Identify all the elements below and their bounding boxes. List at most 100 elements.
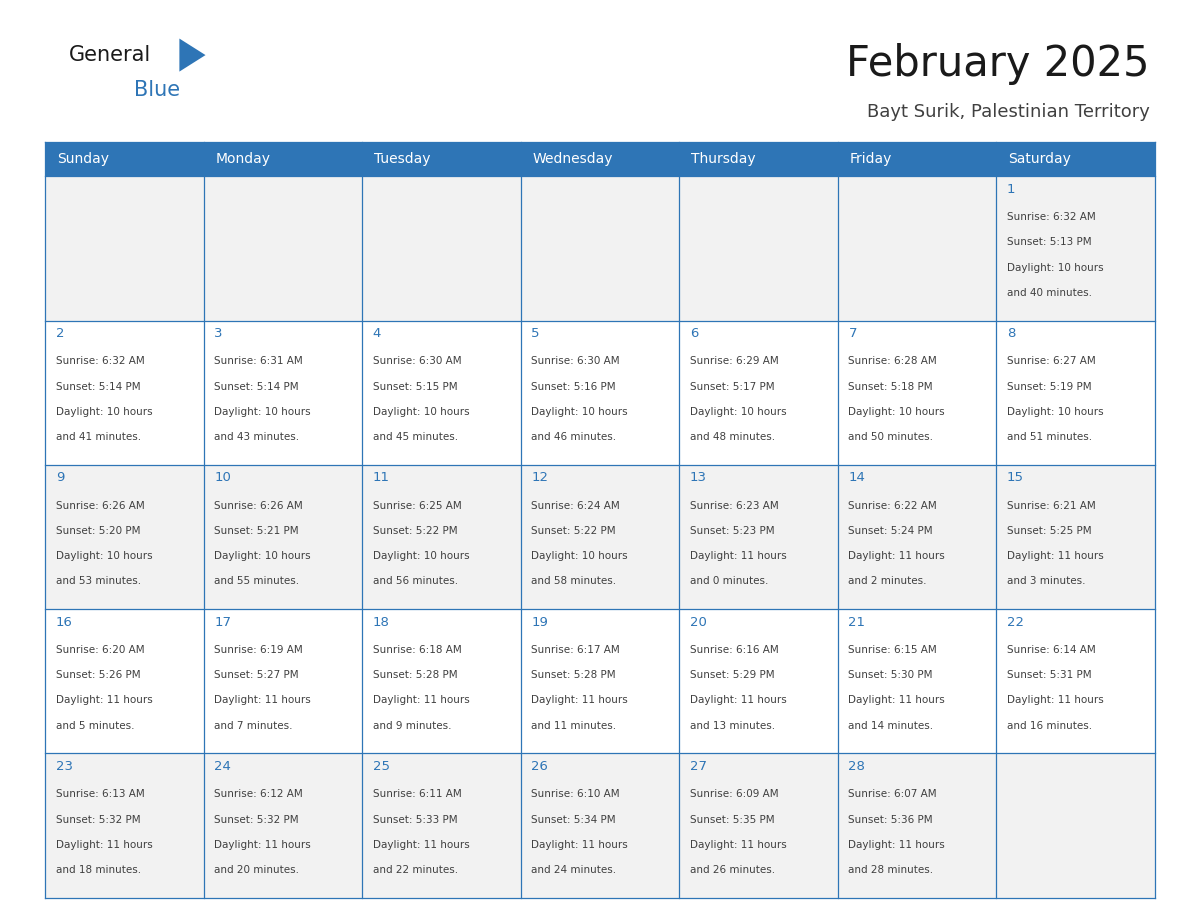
Text: Daylight: 11 hours: Daylight: 11 hours: [848, 840, 946, 850]
Text: and 53 minutes.: and 53 minutes.: [56, 577, 141, 587]
Bar: [203, 465, 362, 610]
Text: and 48 minutes.: and 48 minutes.: [690, 432, 775, 442]
Bar: [680, 320, 838, 465]
Text: Sunrise: 6:22 AM: Sunrise: 6:22 AM: [848, 500, 937, 510]
Text: Sunrise: 6:29 AM: Sunrise: 6:29 AM: [690, 356, 778, 366]
Bar: [45, 465, 203, 610]
Text: 13: 13: [690, 471, 707, 485]
Text: 20: 20: [690, 616, 707, 629]
Text: Sunday: Sunday: [57, 152, 109, 166]
Text: Sunrise: 6:14 AM: Sunrise: 6:14 AM: [1007, 645, 1095, 655]
Bar: [997, 754, 1155, 898]
Text: General: General: [69, 45, 151, 65]
Bar: [203, 176, 362, 320]
Bar: [203, 610, 362, 754]
Text: 28: 28: [848, 760, 865, 773]
Text: and 51 minutes.: and 51 minutes.: [1007, 432, 1092, 442]
Text: Daylight: 11 hours: Daylight: 11 hours: [1007, 696, 1104, 706]
Text: and 28 minutes.: and 28 minutes.: [848, 865, 934, 875]
Bar: [997, 465, 1155, 610]
Text: Daylight: 10 hours: Daylight: 10 hours: [690, 407, 786, 417]
Text: Sunrise: 6:15 AM: Sunrise: 6:15 AM: [848, 645, 937, 655]
Text: Sunset: 5:25 PM: Sunset: 5:25 PM: [1007, 526, 1092, 536]
Text: Sunset: 5:31 PM: Sunset: 5:31 PM: [1007, 670, 1092, 680]
Text: Sunset: 5:17 PM: Sunset: 5:17 PM: [690, 382, 775, 392]
Bar: [203, 754, 362, 898]
Bar: [838, 320, 997, 465]
Text: Daylight: 11 hours: Daylight: 11 hours: [56, 696, 152, 706]
Text: Sunrise: 6:18 AM: Sunrise: 6:18 AM: [373, 645, 462, 655]
Text: Daylight: 10 hours: Daylight: 10 hours: [1007, 407, 1104, 417]
Text: Sunrise: 6:28 AM: Sunrise: 6:28 AM: [848, 356, 937, 366]
Bar: [45, 754, 203, 898]
Text: Sunset: 5:35 PM: Sunset: 5:35 PM: [690, 814, 775, 824]
Text: 25: 25: [373, 760, 390, 773]
Text: 19: 19: [531, 616, 548, 629]
Text: Sunrise: 6:21 AM: Sunrise: 6:21 AM: [1007, 500, 1095, 510]
Text: Sunset: 5:27 PM: Sunset: 5:27 PM: [214, 670, 299, 680]
Text: Daylight: 11 hours: Daylight: 11 hours: [690, 840, 786, 850]
Text: and 40 minutes.: and 40 minutes.: [1007, 288, 1092, 297]
Text: 1: 1: [1007, 183, 1016, 196]
Text: 24: 24: [214, 760, 232, 773]
Text: Daylight: 10 hours: Daylight: 10 hours: [56, 407, 152, 417]
Text: Daylight: 11 hours: Daylight: 11 hours: [214, 840, 311, 850]
Text: 27: 27: [690, 760, 707, 773]
Bar: [997, 610, 1155, 754]
Text: 9: 9: [56, 471, 64, 485]
Text: Daylight: 10 hours: Daylight: 10 hours: [373, 551, 469, 561]
Text: Sunset: 5:14 PM: Sunset: 5:14 PM: [56, 382, 140, 392]
Text: Sunset: 5:18 PM: Sunset: 5:18 PM: [848, 382, 933, 392]
Text: Daylight: 10 hours: Daylight: 10 hours: [214, 551, 311, 561]
Text: and 58 minutes.: and 58 minutes.: [531, 577, 617, 587]
Bar: [362, 465, 520, 610]
Text: Sunrise: 6:17 AM: Sunrise: 6:17 AM: [531, 645, 620, 655]
Text: 22: 22: [1007, 616, 1024, 629]
Text: and 13 minutes.: and 13 minutes.: [690, 721, 775, 731]
Text: Daylight: 11 hours: Daylight: 11 hours: [531, 840, 628, 850]
Text: Sunrise: 6:12 AM: Sunrise: 6:12 AM: [214, 789, 303, 800]
Text: Sunrise: 6:23 AM: Sunrise: 6:23 AM: [690, 500, 778, 510]
Text: 11: 11: [373, 471, 390, 485]
Text: Daylight: 11 hours: Daylight: 11 hours: [690, 696, 786, 706]
Bar: [362, 754, 520, 898]
Bar: [362, 610, 520, 754]
Text: and 9 minutes.: and 9 minutes.: [373, 721, 451, 731]
Text: Sunset: 5:28 PM: Sunset: 5:28 PM: [531, 670, 617, 680]
Text: 23: 23: [56, 760, 72, 773]
Text: 14: 14: [848, 471, 865, 485]
Text: and 24 minutes.: and 24 minutes.: [531, 865, 617, 875]
Text: Daylight: 10 hours: Daylight: 10 hours: [56, 551, 152, 561]
Text: Sunset: 5:26 PM: Sunset: 5:26 PM: [56, 670, 140, 680]
Bar: [997, 320, 1155, 465]
Text: and 3 minutes.: and 3 minutes.: [1007, 577, 1086, 587]
Text: Sunset: 5:28 PM: Sunset: 5:28 PM: [373, 670, 457, 680]
Text: Sunrise: 6:20 AM: Sunrise: 6:20 AM: [56, 645, 145, 655]
Text: Daylight: 10 hours: Daylight: 10 hours: [848, 407, 944, 417]
Bar: [45, 176, 203, 320]
Text: Friday: Friday: [849, 152, 892, 166]
Text: Sunset: 5:19 PM: Sunset: 5:19 PM: [1007, 382, 1092, 392]
Text: Sunset: 5:20 PM: Sunset: 5:20 PM: [56, 526, 140, 536]
Text: 18: 18: [373, 616, 390, 629]
Text: and 41 minutes.: and 41 minutes.: [56, 432, 141, 442]
Text: Sunrise: 6:31 AM: Sunrise: 6:31 AM: [214, 356, 303, 366]
Text: Sunrise: 6:13 AM: Sunrise: 6:13 AM: [56, 789, 145, 800]
Text: Daylight: 11 hours: Daylight: 11 hours: [531, 696, 628, 706]
Text: Bayt Surik, Palestinian Territory: Bayt Surik, Palestinian Territory: [867, 103, 1150, 121]
Text: 17: 17: [214, 616, 232, 629]
Text: Sunrise: 6:30 AM: Sunrise: 6:30 AM: [373, 356, 461, 366]
Text: Sunrise: 6:07 AM: Sunrise: 6:07 AM: [848, 789, 937, 800]
Text: Thursday: Thursday: [691, 152, 756, 166]
Bar: [680, 176, 838, 320]
Text: Sunrise: 6:09 AM: Sunrise: 6:09 AM: [690, 789, 778, 800]
Bar: [838, 465, 997, 610]
Text: Sunset: 5:33 PM: Sunset: 5:33 PM: [373, 814, 457, 824]
Bar: [520, 465, 680, 610]
Text: Daylight: 10 hours: Daylight: 10 hours: [531, 551, 628, 561]
Text: and 22 minutes.: and 22 minutes.: [373, 865, 459, 875]
Text: and 16 minutes.: and 16 minutes.: [1007, 721, 1092, 731]
Text: Sunset: 5:24 PM: Sunset: 5:24 PM: [848, 526, 933, 536]
Text: Daylight: 10 hours: Daylight: 10 hours: [531, 407, 628, 417]
Bar: [520, 176, 680, 320]
